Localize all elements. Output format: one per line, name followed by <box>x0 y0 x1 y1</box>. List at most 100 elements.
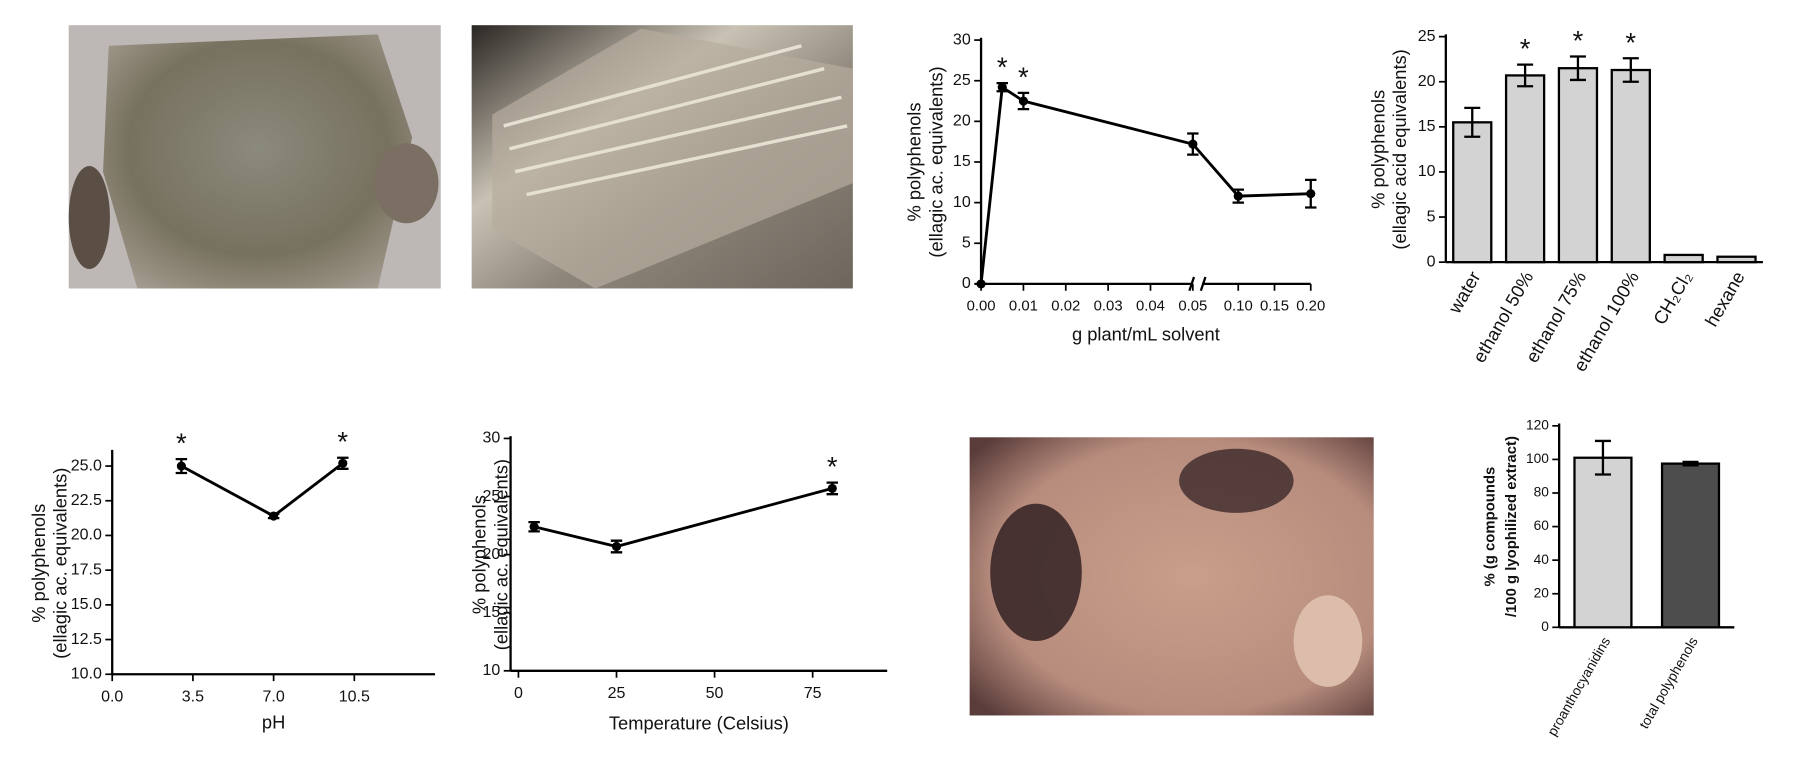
significance-mark: * <box>176 428 187 459</box>
x-tick-label: 3.5 <box>182 687 204 705</box>
y-tick-label: 15 <box>482 603 500 621</box>
y-tick-label: 10 <box>482 661 500 679</box>
y-tick-label: 10.0 <box>71 664 102 682</box>
x-tick-label: 25 <box>608 684 626 702</box>
bar <box>1660 462 1721 629</box>
error-bar <box>1569 55 1586 82</box>
y-axis-label: (ellagic ac. equivalents) <box>490 459 511 650</box>
bar <box>1610 68 1651 264</box>
y-tick-label: 60 <box>1534 518 1550 533</box>
x-tick-label: 50 <box>706 684 724 702</box>
bar <box>1716 255 1757 264</box>
y-tick-label: 15 <box>953 152 971 170</box>
x-tick-label: 10.5 <box>339 687 370 705</box>
point <box>338 458 348 468</box>
x-tick-label: 0.01 <box>1009 299 1038 315</box>
x-tick-label: 0.05 <box>1178 299 1207 315</box>
point <box>611 541 622 552</box>
x-tick-label: 0.00 <box>967 299 996 315</box>
y-tick-label: 20 <box>1418 72 1436 90</box>
point <box>529 522 539 532</box>
x-axis-label: pH <box>262 711 285 732</box>
significance-mark: * <box>997 52 1008 83</box>
point <box>1018 96 1028 106</box>
line <box>979 84 1311 285</box>
bar <box>1573 456 1633 629</box>
y-axis-label: /100 g lyophilized extract) <box>1504 436 1520 617</box>
y-tick-label: 120 <box>1526 417 1549 432</box>
x-axis-label: g plant/mL solvent <box>1072 323 1220 344</box>
y-tick-label: 10 <box>1418 162 1436 180</box>
y-tick-label: 100 <box>1526 451 1549 466</box>
y-tick-label: 0 <box>962 274 971 292</box>
y-tick-label: 0 <box>1541 619 1549 634</box>
significance-mark: * <box>827 451 838 482</box>
significance-mark: * <box>1520 33 1531 64</box>
y-tick-label: 20 <box>1534 585 1550 600</box>
x-tick-label: 0.03 <box>1094 299 1123 315</box>
y-axis-label: % polyphenols <box>1367 90 1388 209</box>
y-tick-label: 12.5 <box>71 630 102 648</box>
axis-break <box>1188 276 1207 292</box>
y-tick-label: 25.0 <box>71 456 102 474</box>
x-tick-label: CH₂Cl₂ <box>1649 268 1696 329</box>
x-tick-label: 75 <box>804 684 822 702</box>
significance-mark: * <box>1625 27 1636 58</box>
bar <box>1452 121 1493 264</box>
y-tick-label: 40 <box>1534 552 1550 567</box>
significance-mark: * <box>337 426 348 457</box>
bar <box>1504 74 1546 264</box>
y-axis-label: (ellagic acid equivalents) <box>1389 49 1410 249</box>
point <box>269 511 279 521</box>
y-tick-label: 20 <box>482 545 500 563</box>
bar <box>1557 67 1599 264</box>
y-tick-label: 22.5 <box>71 491 102 509</box>
y-axis-label: % (g compounds <box>1482 467 1498 587</box>
x-tick-label: 7.0 <box>262 687 284 705</box>
y-tick-label: 15 <box>1418 117 1436 135</box>
x-tick-label: 0.15 <box>1260 299 1289 315</box>
y-axis-label: % polyphenols <box>469 495 490 614</box>
x-tick-label: 0.0 <box>101 687 123 705</box>
point <box>1306 189 1316 199</box>
y-tick-label: 80 <box>1534 485 1550 500</box>
y-tick-label: 25 <box>953 71 971 89</box>
x-tick-label: 0.04 <box>1136 299 1165 315</box>
y-axis-label: (ellagic ac. equivalents) <box>50 468 71 659</box>
error-bar <box>1622 57 1639 83</box>
y-tick-label: 5 <box>962 233 971 251</box>
point <box>997 82 1007 92</box>
x-tick-label: hexane <box>1701 268 1749 330</box>
photo-rock <box>68 25 441 289</box>
photo-powder <box>969 437 1374 716</box>
y-axis-label: % polyphenols <box>904 102 925 221</box>
point <box>976 279 986 289</box>
x-tick-label: total polyphenols <box>1636 634 1701 731</box>
line <box>180 462 344 518</box>
x-tick-label: 0.10 <box>1224 299 1253 315</box>
y-tick-label: 25 <box>482 487 500 505</box>
x-tick-label: 0.02 <box>1051 299 1080 315</box>
error-bar <box>1682 460 1699 467</box>
point <box>1188 139 1198 149</box>
x-tick-label: proanthocyanidins <box>1545 634 1614 738</box>
line <box>533 487 833 548</box>
error-bar <box>1517 63 1534 88</box>
y-tick-label: 17.5 <box>71 560 102 578</box>
bar <box>1663 253 1704 264</box>
error-bar <box>1464 106 1481 138</box>
point <box>1233 191 1243 201</box>
y-axis-label: % polyphenols <box>28 504 49 623</box>
y-tick-label: 10 <box>953 193 971 211</box>
y-tick-label: 0 <box>1427 252 1436 270</box>
significance-mark: * <box>1018 61 1029 92</box>
y-tick-label: 5 <box>1427 207 1436 225</box>
x-tick-label: 0.20 <box>1296 299 1325 315</box>
point <box>176 461 186 471</box>
x-tick-label: 0 <box>514 684 523 702</box>
point <box>827 483 837 493</box>
y-tick-label: 30 <box>953 30 971 48</box>
y-tick-label: 15.0 <box>71 595 102 613</box>
y-tick-label: 20 <box>953 112 971 130</box>
